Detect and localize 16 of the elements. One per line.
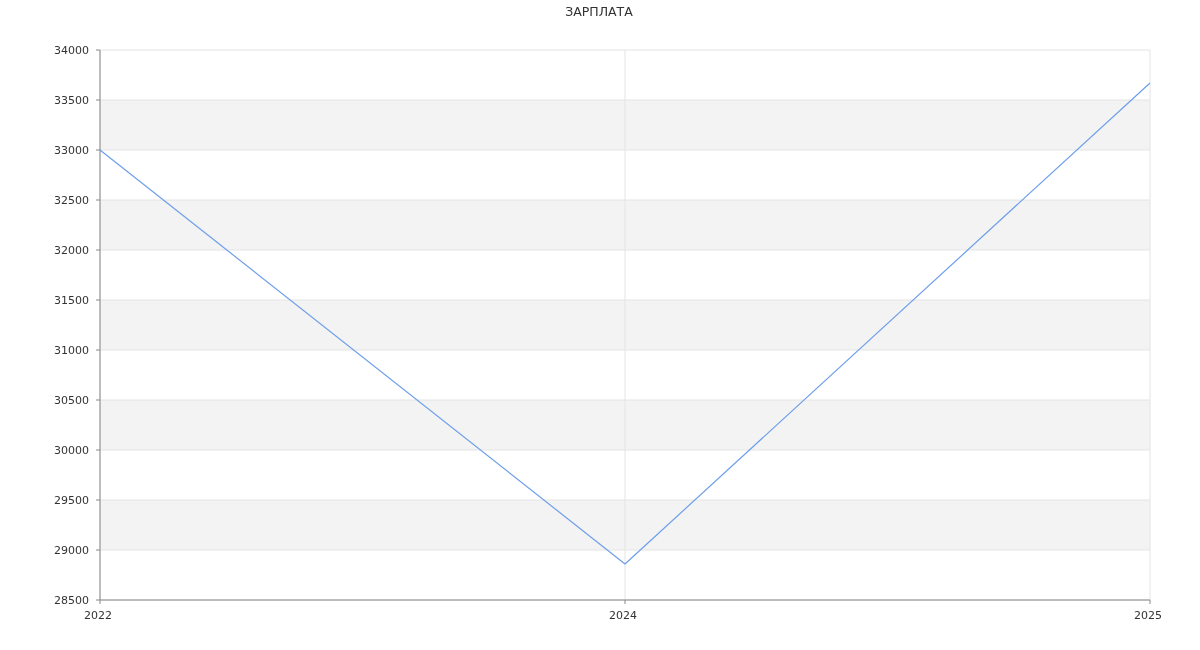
x-tick-label: 2024 (609, 609, 637, 622)
y-tick-label: 30000 (54, 444, 89, 457)
y-tick-label: 28500 (54, 594, 89, 607)
y-tick-label: 33500 (54, 94, 89, 107)
y-tick-label: 32000 (54, 244, 89, 257)
y-tick-label: 29000 (54, 544, 89, 557)
y-tick-label: 33000 (54, 144, 89, 157)
chart-title: ЗАРПЛАТА (565, 4, 634, 19)
y-tick-label: 32500 (54, 194, 89, 207)
y-tick-label: 30500 (54, 394, 89, 407)
y-tick-label: 34000 (54, 44, 89, 57)
x-tick-label: 2025 (1134, 609, 1162, 622)
y-tick-label: 31500 (54, 294, 89, 307)
y-tick-label: 29500 (54, 494, 89, 507)
y-tick-label: 31000 (54, 344, 89, 357)
x-tick-label: 2022 (84, 609, 112, 622)
